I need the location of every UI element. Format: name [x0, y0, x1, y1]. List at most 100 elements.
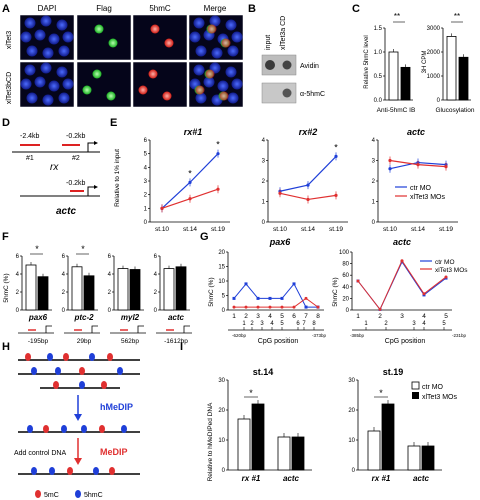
nucleus [62, 78, 74, 90]
blot-dot [282, 88, 292, 98]
f-bar [83, 275, 95, 311]
e-point [216, 187, 220, 191]
g-point [292, 305, 296, 309]
h-legend-5hmc-dot [75, 490, 81, 498]
nucleus [58, 92, 70, 104]
nucleus [62, 31, 74, 43]
c-right-tick-label: 0 [437, 98, 441, 104]
flag-signal [82, 85, 92, 95]
h-legend-5hmc: 5hmC [84, 492, 103, 499]
nucleus [26, 45, 38, 57]
f-position-label: 562bp [121, 338, 139, 345]
e-ylabel: Relative to 1% input [114, 149, 121, 207]
g-cpg-number: 1 [242, 321, 246, 327]
panel-label-i: I [180, 341, 183, 353]
e-point [160, 206, 164, 210]
micro-tile [132, 14, 188, 61]
f-tss-arrow [91, 325, 98, 333]
f-bar [175, 266, 187, 311]
h-5hmc-mark [55, 367, 61, 375]
i-tick-label: 0 [222, 468, 226, 474]
hmc-signal [219, 91, 229, 101]
g-tick-label: 60 [342, 273, 349, 279]
nucleus [209, 15, 221, 27]
nucleus [42, 94, 54, 106]
e-tick-label: 4 [372, 138, 376, 144]
f-gene-label: actc [168, 313, 185, 322]
g-cpg-number: 2 [250, 321, 254, 327]
flag-signal [94, 24, 104, 34]
g-xtick-label: 5 [444, 313, 448, 320]
f-bar [117, 268, 129, 311]
h-5hmc-mark [79, 381, 85, 389]
g-point [304, 296, 308, 300]
d-primer-label-1: #1 [26, 155, 34, 162]
e-point [188, 197, 192, 201]
h-dna-schematic [18, 353, 140, 475]
nucleus [195, 45, 207, 57]
g-actc-dna-left: -385bp [350, 333, 365, 338]
e-tick-label: 1 [144, 206, 148, 212]
col-header-dapi: DAPI [38, 4, 57, 13]
i-tick-label: 30 [348, 378, 355, 384]
blot-strip-5hmc [261, 82, 297, 104]
f-gene-label: myl2 [121, 313, 140, 322]
f-tick-label: 4 [16, 272, 20, 278]
i-bar [291, 436, 305, 471]
nucleus [189, 31, 201, 43]
f-tick-label: 6 [108, 254, 112, 260]
c-left-sig: ** [394, 12, 400, 21]
e-xtick-label: st.19 [211, 226, 225, 233]
g-actc-dna-right: -231bp [452, 333, 467, 338]
f-bar [71, 266, 83, 311]
f-bar [129, 269, 141, 311]
panel-label-a: A [2, 3, 10, 15]
e-xtick-label: st.19 [439, 226, 453, 233]
i-tick-label: 0 [352, 468, 356, 474]
panel-label-c: C [352, 3, 360, 15]
f-gene-label: pax6 [28, 313, 48, 322]
rx-tss-arrowhead [94, 141, 98, 145]
i-title-st19: st.19 [383, 367, 404, 377]
g-point [356, 279, 360, 283]
g-tick-label: 100 [339, 250, 350, 256]
h-5hmc-mark [121, 425, 127, 433]
col-header-5hmc: 5hmC [149, 4, 171, 13]
f-tick-label: 4 [108, 272, 112, 278]
g-xtick-label: 1 [356, 313, 360, 320]
e-xtick-label: st.19 [329, 226, 343, 233]
c-left-tick-label: 1.0 [374, 50, 383, 56]
i-tick-label: 30 [218, 378, 225, 384]
e-legend-ctr: ctr MO [410, 185, 432, 192]
h-step-hmedip: hMeDIP [100, 402, 133, 412]
c-left-ylabel: Relative 5hmC level [364, 35, 370, 88]
i-bar [237, 418, 251, 471]
panel-d-gene-map: -2.4kb -0.2kb #1 #2 rx -0.2kb actc [12, 133, 100, 217]
hmc-signal [150, 24, 160, 34]
e-tick-label: 5 [144, 152, 148, 158]
h-5hmc-mark [61, 425, 67, 433]
nucleus [58, 45, 70, 57]
g-tick-label: 80 [342, 262, 349, 268]
h-5mc-mark [43, 425, 49, 433]
g-cpg-number: 1 [364, 321, 368, 327]
f-tss-arrow [137, 325, 144, 333]
e-title-rx2: rx#2 [299, 127, 318, 137]
g-cpg-number: 4 [270, 321, 274, 327]
g-xtick-label: 2 [378, 313, 382, 320]
d-primer-label-2: #2 [72, 155, 80, 162]
h-5mc-mark [63, 353, 69, 361]
h-arrowhead-1 [74, 414, 82, 421]
hmc-signal [221, 38, 231, 48]
f-tick-label: 2 [154, 290, 158, 296]
rx-tss-arrow [87, 142, 96, 152]
nucleus [227, 92, 239, 104]
h-arrowhead-2 [74, 458, 82, 465]
nucleus [231, 78, 243, 90]
f-gene-label: ptc-2 [73, 313, 94, 322]
i-bar [407, 445, 421, 471]
g-point [400, 259, 404, 263]
h-5hmc-mark [89, 353, 95, 361]
